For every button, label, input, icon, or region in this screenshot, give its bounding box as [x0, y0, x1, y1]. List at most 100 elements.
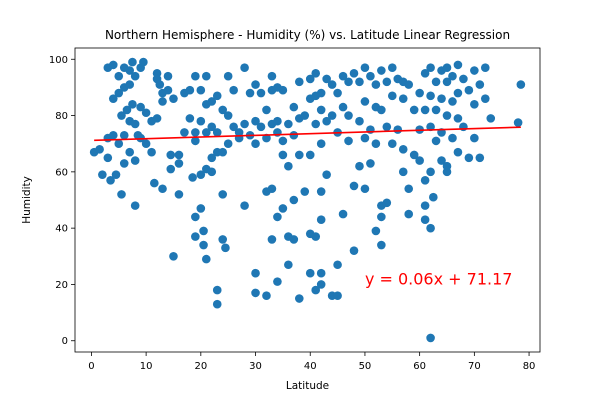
data-point: [360, 97, 370, 106]
data-point: [316, 105, 326, 115]
data-point: [387, 63, 397, 72]
data-point: [338, 71, 348, 81]
data-point: [191, 136, 200, 146]
data-point: [338, 102, 348, 112]
data-point: [513, 118, 523, 127]
x-axis-label: Latitude: [286, 380, 329, 392]
data-point: [125, 147, 135, 157]
data-point: [185, 85, 195, 95]
data-point: [442, 63, 452, 72]
data-point: [218, 147, 228, 157]
data-point: [431, 105, 441, 115]
data-point: [289, 195, 299, 205]
data-point: [139, 57, 148, 67]
data-point: [158, 97, 167, 106]
data-point: [349, 246, 359, 255]
data-point: [117, 111, 126, 120]
data-point: [136, 133, 145, 143]
data-point: [267, 184, 277, 194]
data-point: [420, 201, 430, 210]
data-point: [294, 294, 304, 303]
data-point: [166, 150, 176, 160]
data-point: [426, 122, 435, 132]
data-point: [278, 150, 288, 160]
data-point: [404, 184, 414, 194]
data-point: [415, 88, 424, 98]
data-point: [470, 133, 479, 143]
data-point: [174, 190, 184, 199]
data-point: [98, 170, 107, 179]
data-point: [114, 139, 124, 148]
data-point: [420, 176, 430, 185]
data-point: [174, 150, 184, 160]
data-point: [486, 114, 496, 123]
y-axis-label: Humidity: [21, 176, 33, 224]
data-point: [284, 161, 293, 171]
x-tick-label: 40: [304, 361, 317, 372]
data-point: [169, 251, 178, 261]
data-point: [262, 133, 271, 143]
data-point: [404, 209, 414, 219]
y-tick-label: 80: [55, 111, 68, 122]
data-point: [382, 122, 392, 132]
data-point: [158, 184, 167, 194]
data-point: [349, 69, 359, 78]
y-tick-label: 20: [55, 280, 68, 291]
data-point: [305, 150, 315, 160]
data-point: [398, 145, 408, 154]
data-point: [415, 156, 424, 165]
y-tick-label: 100: [49, 55, 68, 66]
data-point: [199, 240, 208, 250]
data-point: [251, 268, 260, 278]
y-tick-label: 0: [62, 336, 68, 347]
data-point: [453, 60, 463, 70]
data-point: [108, 130, 118, 140]
data-point: [453, 114, 463, 123]
data-point: [305, 268, 315, 278]
data-point: [141, 139, 151, 148]
data-point: [196, 204, 206, 213]
data-point: [169, 94, 178, 103]
data-point: [284, 119, 293, 129]
data-point: [333, 291, 342, 301]
data-point: [218, 105, 228, 115]
data-point: [311, 69, 321, 78]
data-point: [316, 88, 326, 98]
data-point: [360, 184, 370, 194]
data-point: [201, 254, 211, 264]
data-point: [459, 122, 468, 132]
x-tick-label: 30: [249, 361, 262, 372]
x-tick-label: 0: [88, 361, 94, 372]
data-point: [163, 71, 173, 81]
chart-title: Northern Hemisphere - Humidity (%) vs. L…: [105, 28, 510, 42]
data-point: [130, 156, 140, 165]
data-point: [256, 122, 266, 132]
data-point: [344, 136, 353, 146]
data-point: [201, 71, 211, 81]
y-tick-label: 60: [55, 167, 68, 178]
data-point: [464, 85, 474, 95]
data-point: [218, 190, 228, 199]
regression-layer: [94, 126, 521, 142]
data-point: [150, 178, 159, 188]
data-point: [218, 235, 228, 244]
data-point: [387, 91, 397, 101]
data-point: [470, 66, 479, 75]
data-point: [114, 71, 124, 81]
data-point: [191, 232, 200, 241]
x-axis-ticks: 0 10 20 30 40 50 60 70 80: [88, 352, 535, 372]
data-point: [355, 161, 364, 171]
data-point: [426, 223, 435, 233]
data-point: [366, 71, 375, 81]
data-point: [108, 94, 118, 103]
data-point: [289, 102, 299, 112]
data-point: [426, 91, 435, 101]
data-point: [322, 170, 331, 179]
data-point: [196, 85, 206, 95]
data-point: [273, 212, 282, 222]
data-point: [371, 80, 381, 89]
data-point: [278, 136, 288, 146]
data-point: [475, 80, 485, 89]
data-point: [240, 119, 249, 129]
data-point: [212, 299, 222, 309]
